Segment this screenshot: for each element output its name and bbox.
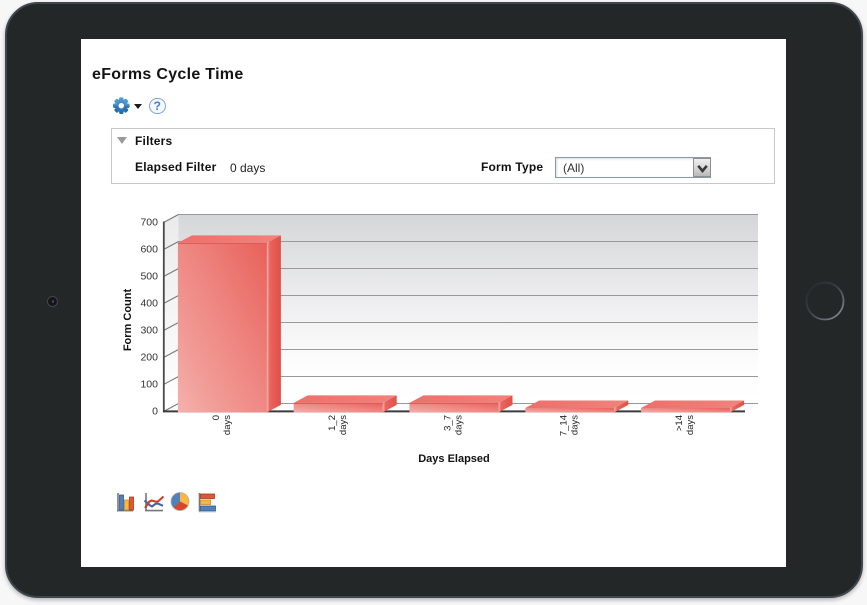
svg-text:days: days <box>685 415 696 435</box>
svg-text:days: days <box>222 415 233 435</box>
svg-text:Form Count: Form Count <box>122 289 134 352</box>
svg-text:days: days <box>569 415 580 435</box>
svg-text:3_7: 3_7 <box>443 415 454 431</box>
svg-text:0: 0 <box>211 415 222 420</box>
svg-text:600: 600 <box>140 244 158 256</box>
svg-text:700: 700 <box>140 217 158 229</box>
svg-text:days: days <box>454 415 465 435</box>
svg-text:200: 200 <box>140 352 158 364</box>
svg-text:0: 0 <box>152 406 158 418</box>
svg-text:days: days <box>338 415 349 435</box>
svg-text:Days Elapsed: Days Elapsed <box>418 453 490 465</box>
svg-text:300: 300 <box>140 325 158 337</box>
svg-text:100: 100 <box>140 379 158 391</box>
svg-text:500: 500 <box>140 271 158 283</box>
svg-text:7_14: 7_14 <box>558 415 569 436</box>
svg-text:1_2: 1_2 <box>327 415 338 431</box>
svg-text:400: 400 <box>140 298 158 310</box>
svg-text:>14: >14 <box>674 415 685 431</box>
